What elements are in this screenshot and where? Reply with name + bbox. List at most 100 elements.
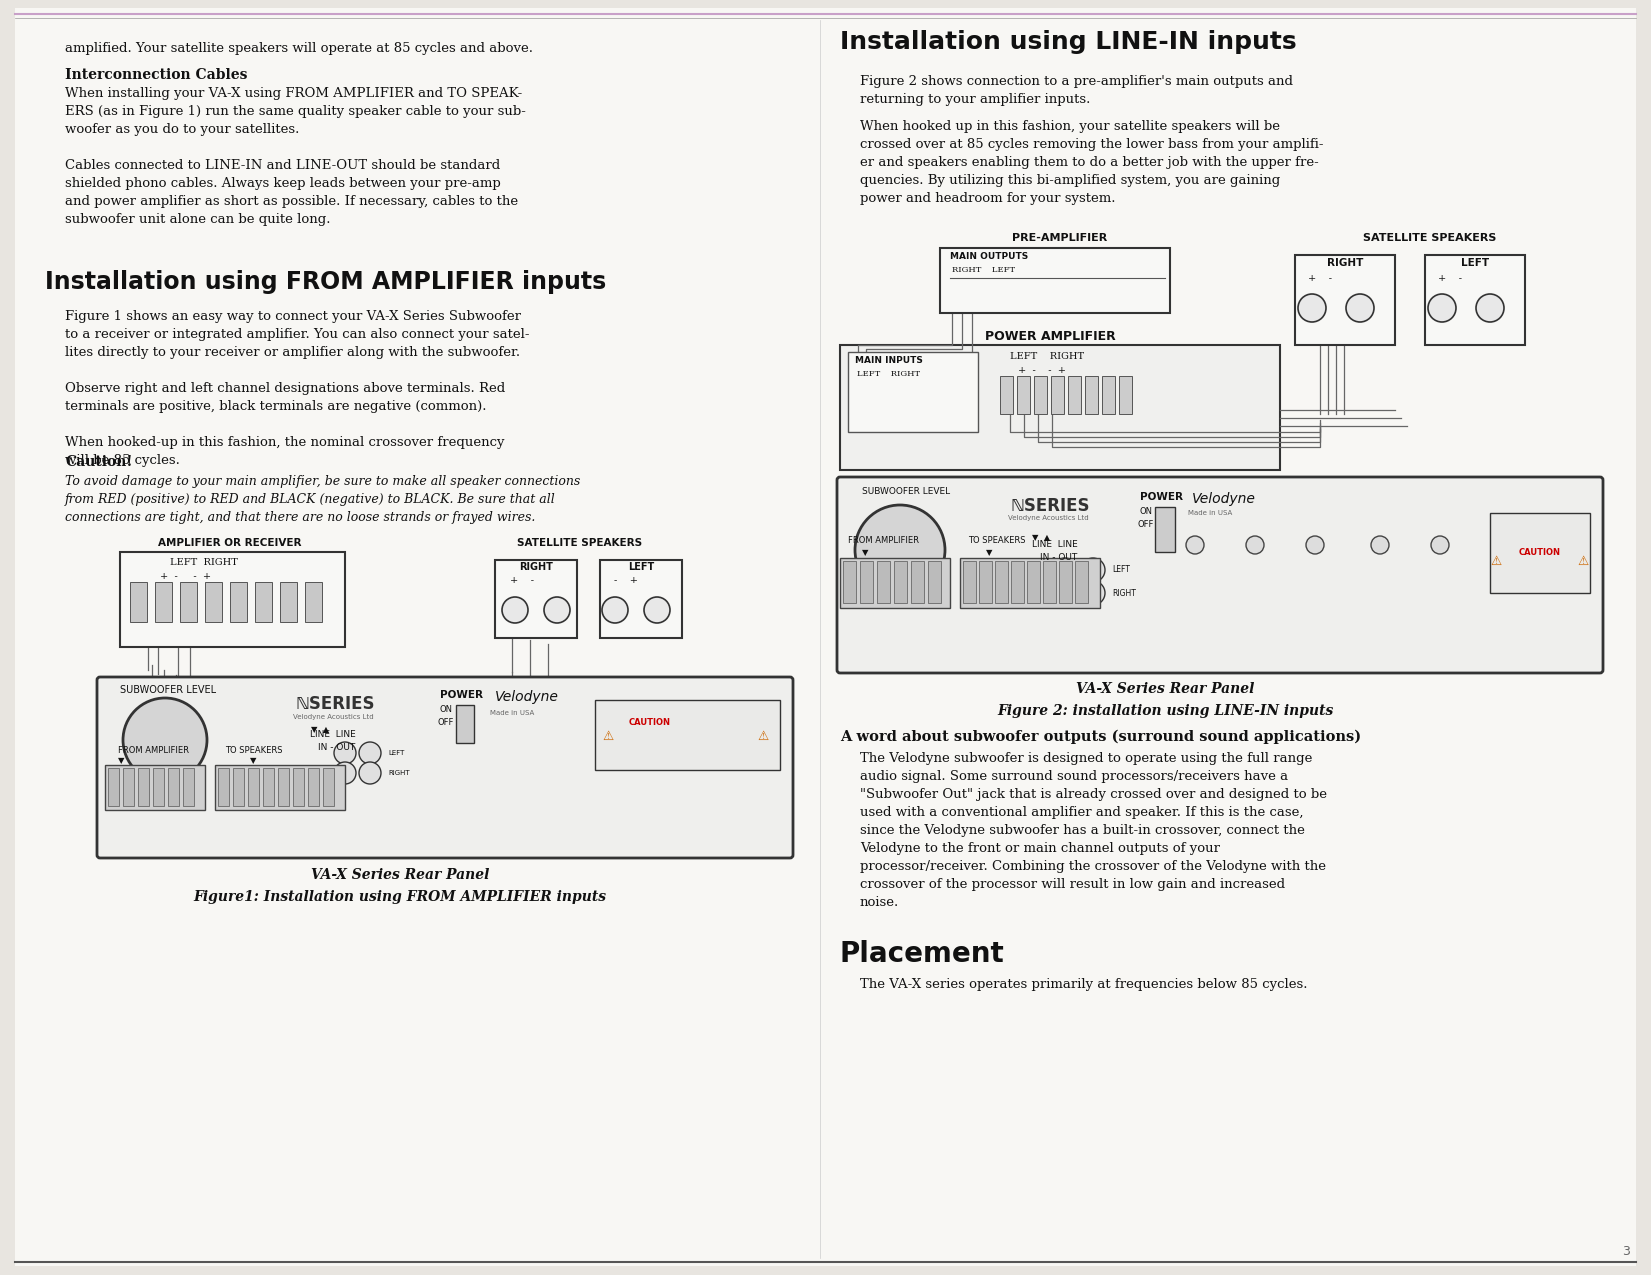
Text: Velodyne Acoustics Ltd: Velodyne Acoustics Ltd <box>292 714 373 720</box>
FancyBboxPatch shape <box>911 561 925 603</box>
FancyBboxPatch shape <box>979 561 992 603</box>
Circle shape <box>502 597 528 623</box>
FancyBboxPatch shape <box>599 560 682 638</box>
FancyBboxPatch shape <box>168 768 178 806</box>
FancyBboxPatch shape <box>155 581 172 622</box>
Circle shape <box>603 597 627 623</box>
FancyBboxPatch shape <box>107 768 119 806</box>
Text: RIGHT: RIGHT <box>518 562 553 572</box>
Text: Made in USA: Made in USA <box>1189 510 1232 516</box>
Text: Velodyne: Velodyne <box>495 690 560 704</box>
Text: The VA-X series operates primarily at frequencies below 85 cycles.: The VA-X series operates primarily at fr… <box>860 978 1308 991</box>
FancyBboxPatch shape <box>248 768 259 806</box>
Circle shape <box>1428 295 1456 323</box>
Text: Figure 1 shows an easy way to connect your VA-X Series Subwoofer
to a receiver o: Figure 1 shows an easy way to connect yo… <box>64 310 530 467</box>
Circle shape <box>543 597 570 623</box>
Text: ▼  ▲: ▼ ▲ <box>310 725 329 734</box>
FancyBboxPatch shape <box>996 561 1009 603</box>
Text: LEFT    RIGHT: LEFT RIGHT <box>1010 352 1085 361</box>
Text: LEFT    RIGHT: LEFT RIGHT <box>857 370 920 377</box>
Circle shape <box>1053 581 1076 606</box>
Text: FROM AMPLIFIER: FROM AMPLIFIER <box>849 536 920 544</box>
Circle shape <box>1491 536 1509 555</box>
Text: Velodyne: Velodyne <box>1192 492 1256 506</box>
Text: MAIN INPUTS: MAIN INPUTS <box>855 356 923 365</box>
Text: VA-X Series Rear Panel: VA-X Series Rear Panel <box>310 868 489 882</box>
Text: ▼: ▼ <box>249 756 256 765</box>
FancyBboxPatch shape <box>130 581 147 622</box>
FancyBboxPatch shape <box>124 768 134 806</box>
FancyBboxPatch shape <box>218 768 229 806</box>
Text: +  -    -  +: + - - + <box>1019 366 1067 375</box>
Circle shape <box>1185 536 1204 555</box>
FancyBboxPatch shape <box>594 700 779 770</box>
FancyBboxPatch shape <box>277 768 289 806</box>
FancyBboxPatch shape <box>1058 561 1071 603</box>
FancyBboxPatch shape <box>154 768 163 806</box>
FancyBboxPatch shape <box>939 249 1171 312</box>
FancyBboxPatch shape <box>205 581 221 622</box>
Text: ⚠: ⚠ <box>603 731 614 743</box>
FancyBboxPatch shape <box>844 561 855 603</box>
Text: LINE  LINE: LINE LINE <box>310 731 355 739</box>
FancyBboxPatch shape <box>837 477 1603 673</box>
Text: IN - OUT: IN - OUT <box>1040 553 1076 562</box>
Text: ⚠: ⚠ <box>1577 555 1588 567</box>
Text: LEFT: LEFT <box>1113 566 1129 575</box>
FancyBboxPatch shape <box>1119 376 1133 414</box>
Text: POWER AMPLIFIER: POWER AMPLIFIER <box>984 330 1116 343</box>
Text: amplified. Your satellite speakers will operate at 85 cycles and above.: amplified. Your satellite speakers will … <box>64 42 533 55</box>
Text: OFF: OFF <box>1138 520 1154 529</box>
FancyBboxPatch shape <box>1010 561 1024 603</box>
Text: RIGHT: RIGHT <box>388 770 409 776</box>
Text: CAUTION: CAUTION <box>629 718 670 727</box>
FancyBboxPatch shape <box>1156 507 1176 552</box>
FancyBboxPatch shape <box>1101 376 1114 414</box>
FancyBboxPatch shape <box>106 765 205 810</box>
Text: LEFT: LEFT <box>388 750 404 756</box>
Circle shape <box>1540 536 1559 555</box>
Text: PRE-AMPLIFIER: PRE-AMPLIFIER <box>1012 233 1108 244</box>
Circle shape <box>1431 536 1450 555</box>
FancyBboxPatch shape <box>281 581 297 622</box>
Text: SUBWOOFER LEVEL: SUBWOOFER LEVEL <box>121 685 216 695</box>
Text: POWER: POWER <box>441 690 484 700</box>
Text: Made in USA: Made in USA <box>490 710 535 717</box>
FancyBboxPatch shape <box>263 768 274 806</box>
FancyBboxPatch shape <box>292 768 304 806</box>
Text: Placement: Placement <box>840 940 1005 968</box>
Circle shape <box>1306 536 1324 555</box>
FancyBboxPatch shape <box>495 560 576 638</box>
Circle shape <box>1053 558 1076 581</box>
Circle shape <box>1346 295 1374 323</box>
Text: LEFT: LEFT <box>627 562 654 572</box>
Text: ⚠: ⚠ <box>758 731 769 743</box>
FancyBboxPatch shape <box>309 768 319 806</box>
FancyBboxPatch shape <box>893 561 906 603</box>
Text: Velodyne Acoustics Ltd: Velodyne Acoustics Ltd <box>1009 515 1088 521</box>
FancyBboxPatch shape <box>1489 513 1590 593</box>
FancyBboxPatch shape <box>1034 376 1047 414</box>
FancyBboxPatch shape <box>1001 376 1014 414</box>
Text: Figure1: Installation using FROM AMPLIFIER inputs: Figure1: Installation using FROM AMPLIFI… <box>193 890 606 904</box>
FancyBboxPatch shape <box>959 558 1100 608</box>
Text: +  -     -  +: + - - + <box>160 572 211 581</box>
Text: Figure 2: installation using LINE-IN inputs: Figure 2: installation using LINE-IN inp… <box>997 704 1332 718</box>
Text: SATELLITE SPEAKERS: SATELLITE SPEAKERS <box>517 538 642 548</box>
Text: LINE  LINE: LINE LINE <box>1032 541 1078 550</box>
Circle shape <box>358 742 381 764</box>
Text: ⚠: ⚠ <box>1491 555 1502 567</box>
Text: CAUTION: CAUTION <box>1519 548 1560 557</box>
Circle shape <box>1476 295 1504 323</box>
FancyBboxPatch shape <box>1425 255 1526 346</box>
Text: -    +: - + <box>614 576 637 585</box>
Text: TO SPEAKERS: TO SPEAKERS <box>967 536 1025 544</box>
Circle shape <box>124 697 206 782</box>
Text: Installation using LINE-IN inputs: Installation using LINE-IN inputs <box>840 31 1296 54</box>
FancyBboxPatch shape <box>15 8 1636 1266</box>
FancyBboxPatch shape <box>121 552 345 646</box>
Text: POWER: POWER <box>1139 492 1184 502</box>
Text: 3: 3 <box>1623 1244 1630 1258</box>
FancyBboxPatch shape <box>254 581 272 622</box>
Circle shape <box>1298 295 1326 323</box>
